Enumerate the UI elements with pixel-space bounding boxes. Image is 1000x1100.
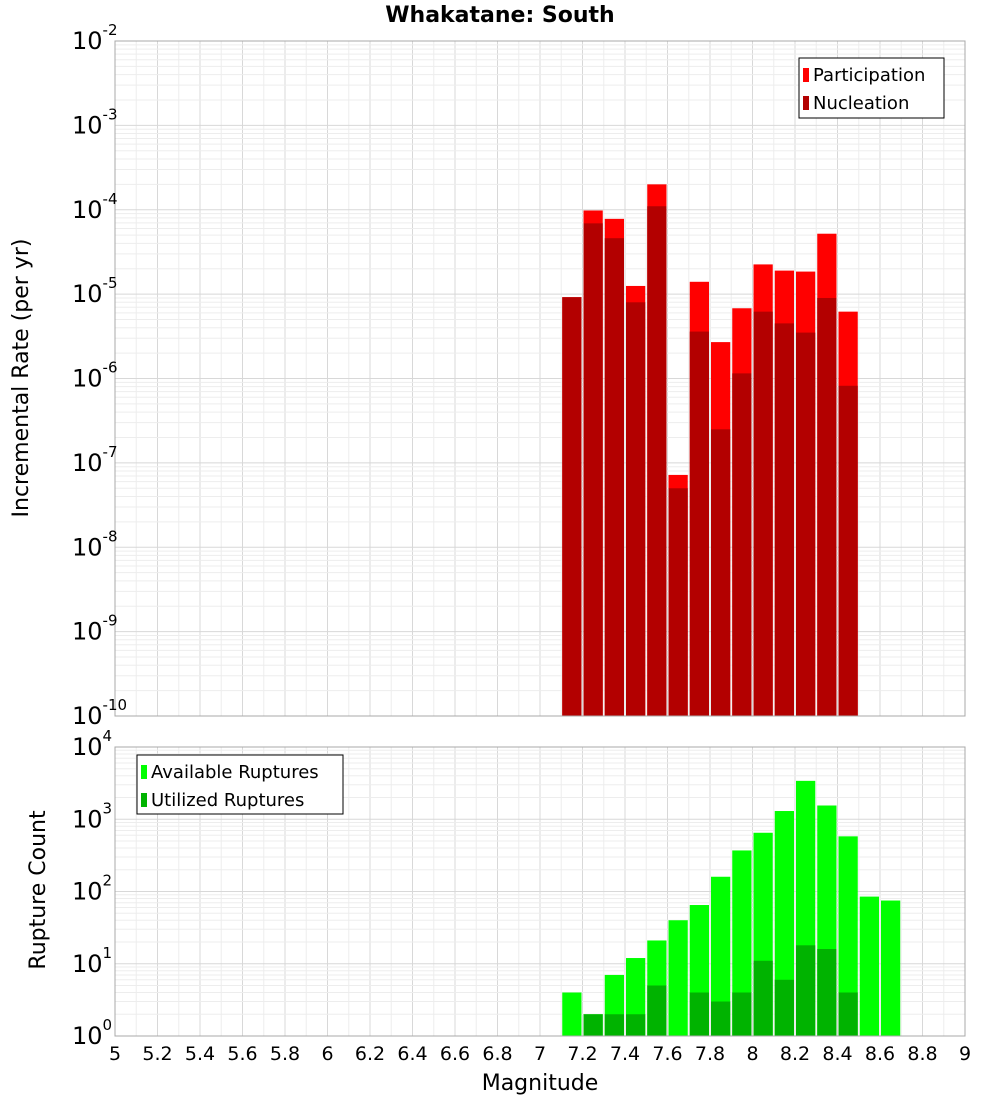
- x-tick-label: 5: [109, 1043, 121, 1065]
- x-tick-label: 7.6: [652, 1043, 682, 1065]
- bar-utilized-ruptures: [583, 1014, 603, 1036]
- y-tick-label: 10-7: [72, 443, 118, 477]
- x-tick-label: 6: [321, 1043, 333, 1065]
- bar-nucleation: [732, 373, 752, 716]
- y-tick-label: 10-9: [72, 612, 118, 646]
- x-tick-label: 5.2: [142, 1043, 172, 1065]
- bar-available-ruptures: [774, 811, 794, 1036]
- x-axis-label: Magnitude: [482, 1071, 599, 1096]
- legend-box: [136, 754, 344, 815]
- x-tick-label: 8.2: [780, 1043, 810, 1065]
- bottom-panel: 100 101 102 103 104 5 5.2 5.4 5.6 5.8 6 6.2 6.4 6.6 6.…: [72, 727, 971, 1065]
- legend-item: Utilized Ruptures: [151, 790, 304, 811]
- plot-frame: [114, 746, 966, 1037]
- y-tick-label: 10-8: [72, 527, 118, 561]
- bar-available-ruptures: [668, 920, 688, 1036]
- bar-nucleation: [583, 223, 603, 716]
- legend-item: Available Ruptures: [151, 762, 319, 783]
- bar-utilized-ruptures: [604, 1014, 624, 1036]
- bar-nucleation: [562, 297, 582, 716]
- x-tick-label: 5.4: [185, 1043, 215, 1065]
- x-tick-label: 7.2: [567, 1043, 597, 1065]
- bar-available-ruptures: [881, 900, 901, 1036]
- legend-swatch: [141, 765, 147, 779]
- x-tick-label: 8.4: [822, 1043, 852, 1065]
- plot-frame: [114, 40, 966, 717]
- bar-nucleation: [711, 429, 731, 716]
- bar-available-ruptures: [562, 992, 582, 1036]
- y-tick-label: 100: [72, 1016, 112, 1050]
- bar-nucleation: [753, 311, 773, 716]
- bar-utilized-ruptures: [753, 960, 773, 1036]
- x-tick-label: 7: [534, 1043, 546, 1065]
- top-panel: 10-10 10-9 10-8 10-7 10-6 10-5 10-4 10-3 10-2 Par…: [72, 21, 966, 730]
- x-tick-label: 8.8: [907, 1043, 937, 1065]
- x-tick-label: 9: [959, 1043, 971, 1065]
- bottom-y-axis-label: Rupture Count: [26, 810, 51, 970]
- legend-swatch: [803, 96, 809, 110]
- bar-utilized-ruptures: [796, 945, 816, 1036]
- x-tick-label: 6.2: [355, 1043, 385, 1065]
- y-tick-label: 104: [72, 727, 112, 761]
- x-tick-label: 6.8: [482, 1043, 512, 1065]
- y-tick-label: 103: [72, 799, 112, 833]
- y-tick-label: 10-10: [72, 696, 127, 730]
- bar-nucleation: [774, 323, 794, 716]
- bar-available-ruptures: [732, 850, 752, 1036]
- bar-nucleation: [817, 297, 837, 716]
- x-tick-label: 5.8: [270, 1043, 300, 1065]
- y-tick-label: 10-6: [72, 359, 118, 393]
- bar-nucleation: [604, 238, 624, 716]
- x-tick-label: 5.6: [227, 1043, 257, 1065]
- y-tick-label: 102: [72, 872, 112, 906]
- bar-nucleation: [647, 206, 667, 716]
- x-tick-label: 8.6: [865, 1043, 895, 1065]
- bar-nucleation: [626, 302, 646, 716]
- legend-swatch: [141, 793, 147, 807]
- bar-available-ruptures: [859, 896, 879, 1036]
- bar-utilized-ruptures: [626, 1014, 646, 1036]
- top-y-axis-label: Incremental Rate (per yr): [9, 239, 34, 518]
- y-tick-label: 10-3: [72, 105, 118, 139]
- legend-item: Participation: [813, 65, 925, 86]
- legend-item: Nucleation: [813, 93, 909, 114]
- bar-nucleation: [689, 331, 709, 716]
- y-tick-label: 10-4: [72, 190, 118, 224]
- legend-box: [798, 57, 945, 119]
- bar-utilized-ruptures: [838, 992, 858, 1036]
- chart-title: Whakatane: South: [385, 3, 614, 28]
- bar-nucleation: [668, 488, 688, 716]
- bar-available-ruptures: [711, 876, 731, 1036]
- bar-utilized-ruptures: [689, 992, 709, 1036]
- x-tick-label: 7.8: [695, 1043, 725, 1065]
- legend-swatch: [803, 68, 809, 82]
- bar-utilized-ruptures: [647, 985, 667, 1036]
- y-tick-label: 10-2: [72, 21, 118, 55]
- x-tick-label: 6.4: [397, 1043, 427, 1065]
- bar-nucleation: [796, 332, 816, 716]
- x-tick-label: 6.6: [440, 1043, 470, 1065]
- bar-available-ruptures: [838, 836, 858, 1036]
- bar-utilized-ruptures: [774, 979, 794, 1036]
- bar-nucleation: [838, 385, 858, 716]
- x-tick-label: 8: [746, 1043, 758, 1065]
- bar-utilized-ruptures: [711, 1001, 731, 1036]
- y-tick-label: 101: [72, 944, 112, 978]
- bar-utilized-ruptures: [732, 992, 752, 1036]
- y-tick-label: 10-5: [72, 274, 118, 308]
- x-tick-label: 7.4: [610, 1043, 640, 1065]
- bar-utilized-ruptures: [817, 949, 837, 1036]
